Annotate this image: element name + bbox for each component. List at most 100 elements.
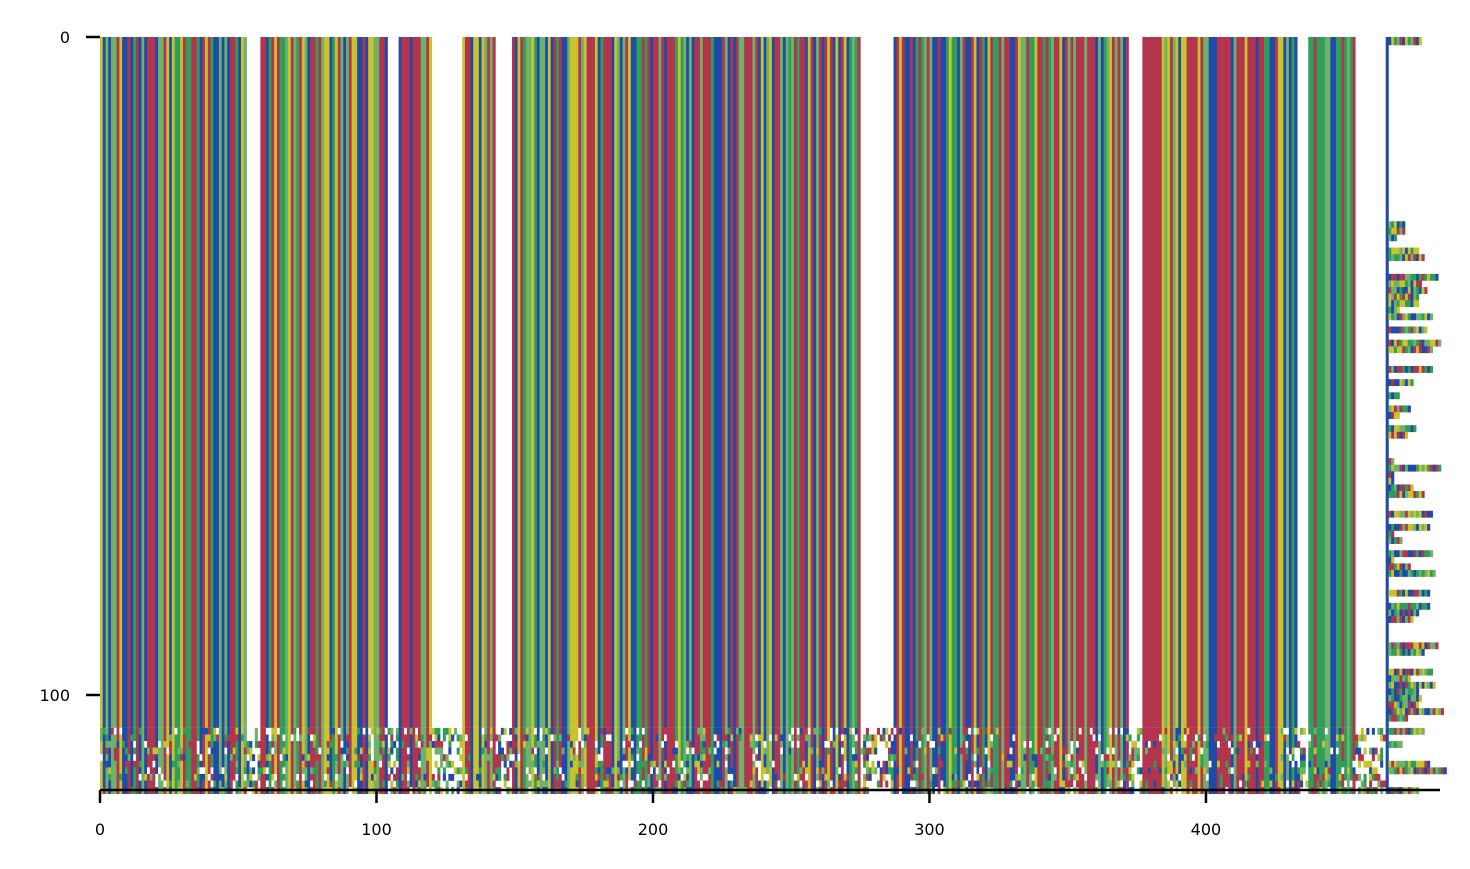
alignment-cell <box>1393 379 1398 387</box>
alignment-cell <box>954 747 958 755</box>
alignment-cell <box>650 747 654 755</box>
alignment-cell <box>182 747 187 755</box>
alignment-cell <box>752 727 756 735</box>
alignment-cell <box>669 747 673 755</box>
alignment-cell <box>702 780 706 788</box>
alignment-cell <box>547 773 551 781</box>
alignment-cell <box>257 760 261 768</box>
alignment-cell <box>312 773 316 781</box>
alignment-cell <box>1302 754 1306 762</box>
alignment-cell <box>619 754 623 762</box>
alignment-cell <box>1327 741 1331 748</box>
alignment-cell <box>641 773 645 781</box>
alignment-cell <box>1272 760 1276 768</box>
alignment-cell <box>221 780 225 788</box>
alignment-cell <box>307 760 311 768</box>
alignment-column <box>1178 37 1182 728</box>
alignment-cell <box>669 767 673 775</box>
alignment-cell <box>102 780 106 788</box>
alignment-cell <box>141 773 145 781</box>
alignment-cell <box>1178 780 1182 788</box>
alignment-cell <box>625 747 629 755</box>
alignment-cell <box>1147 780 1151 788</box>
alignment-cell <box>733 741 737 748</box>
alignment-column <box>1261 37 1265 728</box>
alignment-cell <box>1056 734 1060 742</box>
alignment-cell <box>863 780 867 788</box>
alignment-cell <box>575 754 579 762</box>
alignment-cell <box>141 760 145 768</box>
alignment-cell <box>188 741 192 748</box>
alignment-cell <box>279 767 283 775</box>
alignment-column <box>608 37 612 728</box>
alignment-cell <box>1391 227 1395 235</box>
alignment-cell <box>711 727 715 735</box>
alignment-cell <box>409 727 413 735</box>
alignment-cell <box>1294 767 1298 775</box>
alignment-cell <box>1015 727 1019 735</box>
alignment-cell <box>592 760 596 768</box>
alignment-cell <box>594 767 598 775</box>
alignment-cell <box>570 767 574 775</box>
alignment-cell <box>241 767 245 775</box>
alignment-cell <box>918 754 922 762</box>
alignment-cell <box>1186 760 1190 768</box>
alignment-cell <box>268 760 272 768</box>
alignment-cell <box>1385 747 1389 755</box>
alignment-cell <box>1111 773 1116 781</box>
alignment-cell <box>542 780 546 788</box>
alignment-cell <box>594 741 598 748</box>
alignment-cell <box>824 727 828 735</box>
alignment-cell <box>412 747 416 755</box>
alignment-cell <box>1396 254 1400 262</box>
alignment-cell <box>1393 287 1398 294</box>
alignment-cell <box>1001 754 1005 762</box>
alignment-cell <box>1360 754 1364 762</box>
alignment-cell <box>1053 741 1057 748</box>
alignment-cell <box>661 741 665 748</box>
alignment-cell <box>437 741 441 748</box>
alignment-cell <box>1167 780 1171 788</box>
alignment-column <box>406 37 410 728</box>
alignment-cell <box>688 773 692 781</box>
alignment-cell <box>1062 767 1066 775</box>
alignment-cell <box>946 780 950 788</box>
alignment-cell <box>1283 767 1287 775</box>
alignment-cell <box>644 754 648 762</box>
alignment-column <box>788 37 792 728</box>
alignment-cell <box>661 773 665 781</box>
alignment-column <box>697 37 701 728</box>
alignment-cell <box>1026 767 1030 775</box>
alignment-cell <box>1327 767 1331 775</box>
alignment-cell <box>1087 747 1091 755</box>
alignment-cell <box>271 747 275 755</box>
alignment-cell <box>1183 760 1187 768</box>
alignment-cell <box>711 747 715 755</box>
alignment-cell <box>498 754 502 762</box>
alignment-column <box>1089 37 1093 728</box>
alignment-cell <box>1319 747 1323 755</box>
alignment-cell <box>973 760 977 768</box>
alignment-cell <box>1338 727 1342 735</box>
alignment-cell <box>683 780 687 788</box>
alignment-cell <box>265 780 269 788</box>
alignment-cell <box>384 780 388 788</box>
alignment-cell <box>171 747 175 755</box>
alignment-column <box>564 37 568 728</box>
alignment-cell <box>191 773 195 781</box>
alignment-cell <box>1393 346 1398 354</box>
alignment-cell <box>1100 727 1104 735</box>
alignment-cell <box>699 760 704 768</box>
alignment-cell <box>1269 727 1273 735</box>
alignment-cell <box>1333 767 1337 775</box>
alignment-cell <box>735 727 739 735</box>
alignment-cell <box>628 767 632 775</box>
alignment-cell <box>1418 273 1422 281</box>
alignment-cell <box>1432 273 1436 281</box>
alignment-cell <box>326 760 330 768</box>
alignment-cell <box>332 741 336 748</box>
alignment-cell <box>296 767 300 775</box>
alignment-cell <box>1294 780 1298 788</box>
alignment-cell <box>1407 300 1411 308</box>
